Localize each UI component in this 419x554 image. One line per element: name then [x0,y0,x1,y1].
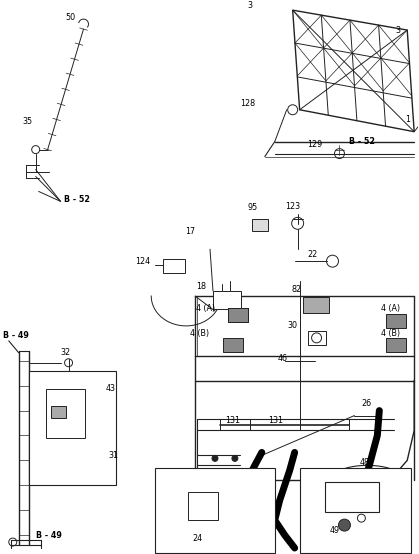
Text: 32: 32 [61,348,71,357]
Text: 49: 49 [329,526,340,535]
Text: 22: 22 [308,250,318,259]
Text: 4 (B): 4 (B) [381,330,401,338]
Bar [228,308,248,322]
Text: 18: 18 [196,281,206,290]
Text: B - 52: B - 52 [64,195,90,204]
Bar [188,493,218,520]
Text: 4 (A): 4 (A) [196,305,215,314]
Text: 30: 30 [288,321,297,330]
Bar [252,219,268,231]
Text: 1: 1 [405,115,410,124]
Text: 4 (B): 4 (B) [190,330,209,338]
Bar [325,483,379,512]
Bar [197,470,247,483]
Circle shape [212,473,218,478]
Text: 131: 131 [268,416,283,425]
Text: 35: 35 [23,117,33,126]
Text: 43: 43 [106,384,115,393]
Circle shape [339,519,350,531]
Bar [213,291,241,309]
Bar [29,371,116,485]
Bar [303,297,328,313]
Bar [223,338,243,352]
Text: 3: 3 [395,25,400,34]
Bar [386,314,406,328]
Text: B - 52: B - 52 [349,137,375,146]
Text: 123: 123 [285,202,300,211]
Text: 3: 3 [248,1,253,9]
Text: 124: 124 [135,257,150,266]
Bar [155,468,275,553]
Circle shape [232,455,238,461]
Bar [51,406,65,418]
Bar [300,468,411,553]
Text: 131: 131 [225,416,240,425]
Text: 82: 82 [292,285,302,294]
Text: 24: 24 [192,534,202,542]
Text: 128: 128 [240,99,255,108]
Bar [308,331,326,345]
Text: B - 49: B - 49 [3,331,28,340]
Text: B - 49: B - 49 [36,531,62,540]
Text: 95: 95 [248,203,258,212]
Text: 17: 17 [185,227,195,236]
Text: 31: 31 [109,451,119,460]
Text: 48: 48 [360,458,370,467]
Text: 50: 50 [65,13,76,22]
Text: 129: 129 [308,140,323,149]
Bar [386,338,406,352]
Text: 26: 26 [362,399,372,408]
Polygon shape [292,10,414,132]
Text: 46: 46 [278,354,288,363]
Circle shape [212,455,218,461]
Bar [228,308,248,322]
Text: 4 (A): 4 (A) [381,305,401,314]
Bar [46,389,85,438]
Bar [163,259,185,273]
